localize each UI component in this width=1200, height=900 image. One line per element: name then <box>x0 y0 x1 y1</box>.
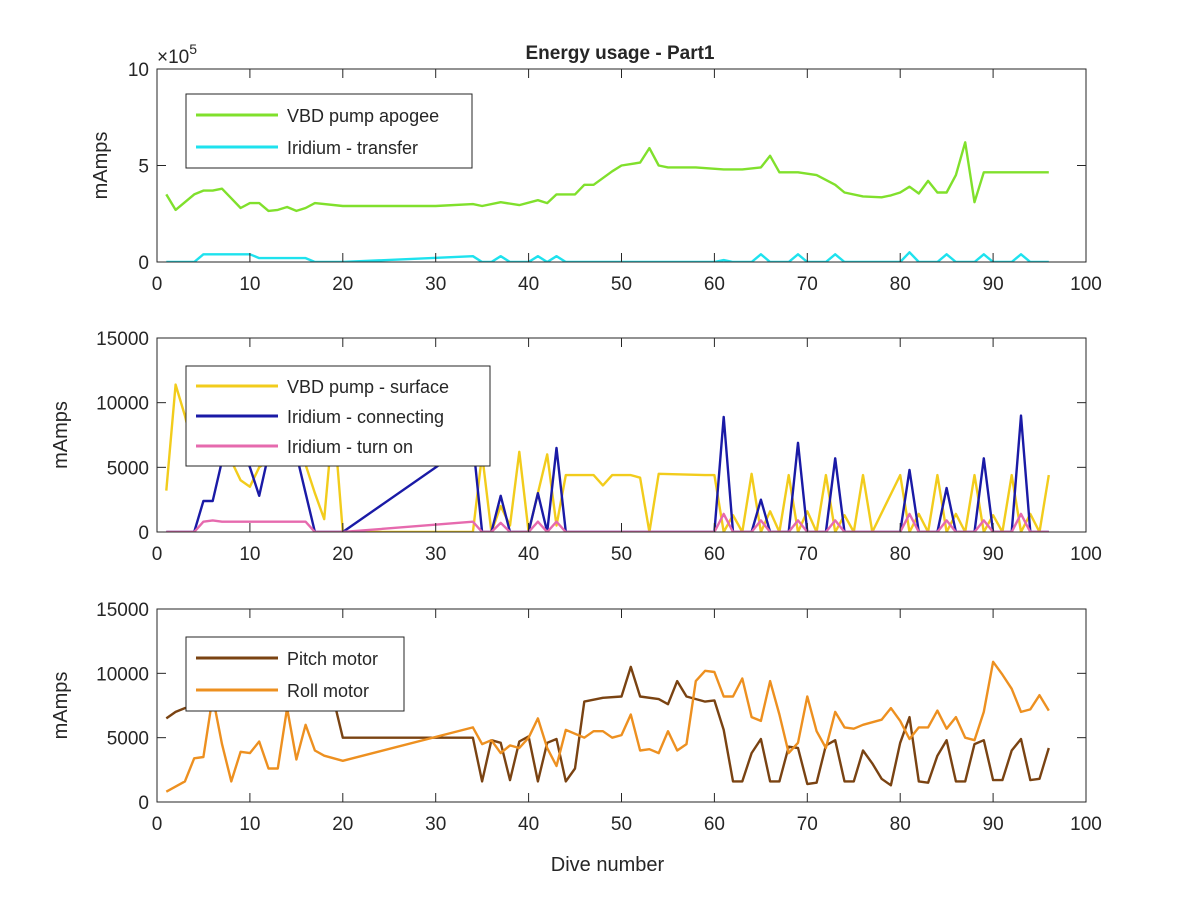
y-tick-label: 5 <box>138 157 149 178</box>
x-tick-label: 70 <box>797 274 818 295</box>
x-tick-label: 10 <box>239 544 260 565</box>
x-tick-label: 90 <box>983 274 1004 295</box>
x-tick-label: 30 <box>425 544 446 565</box>
series-line-iridium-connecting <box>166 414 1049 532</box>
legend-entry: Iridium - transfer <box>287 138 418 158</box>
x-tick-label: 30 <box>425 814 446 835</box>
x-tick-label: 70 <box>797 814 818 835</box>
x-tick-label: 100 <box>1070 544 1102 565</box>
y-tick-label: 15000 <box>96 600 149 621</box>
x-tick-label: 60 <box>704 544 725 565</box>
x-tick-label: 40 <box>518 274 539 295</box>
legend: VBD pump apogee Iridium - transfer <box>185 93 473 169</box>
legend: VBD pump - surface Iridium - connecting Ir… <box>185 365 491 467</box>
legend: Pitch motor Roll motor <box>185 636 405 712</box>
legend-entry: Iridium - turn on <box>287 437 413 457</box>
y-tick-label: 10000 <box>96 394 149 415</box>
x-tick-label: 100 <box>1070 814 1102 835</box>
x-axis-label: Dive number <box>551 854 665 876</box>
x-tick-label: 40 <box>518 544 539 565</box>
legend-entry: VBD pump - surface <box>287 377 449 397</box>
subplot-2: 0 10 20 30 40 50 60 70 80 90 100 0 5000 10000 15000 mAm… <box>50 329 1102 565</box>
x-tick-label: 20 <box>332 274 353 295</box>
x-tick-label: 50 <box>611 814 632 835</box>
x-tick-label: 20 <box>332 544 353 565</box>
x-tick-label: 50 <box>611 544 632 565</box>
legend-entry: VBD pump apogee <box>287 106 439 126</box>
y-tick-label: 15000 <box>96 329 149 350</box>
legend-entry: Iridium - connecting <box>287 407 444 427</box>
x-tick-label: 80 <box>890 814 911 835</box>
y-tick-label: 5000 <box>107 458 149 479</box>
legend-box <box>185 636 405 712</box>
x-tick-label: 10 <box>239 814 260 835</box>
y-tick-label: 0 <box>138 253 149 274</box>
y-tick-label: 10000 <box>96 664 149 685</box>
x-tick-label: 80 <box>890 274 911 295</box>
x-tick-label: 50 <box>611 274 632 295</box>
subplot-3: 0 10 20 30 40 50 60 70 80 90 100 0 5000 10000 15000 mAm… <box>50 600 1102 876</box>
y-tick-label: 10 <box>128 60 149 81</box>
x-tick-label: 70 <box>797 544 818 565</box>
x-tick-label: 90 <box>983 544 1004 565</box>
x-tick-label: 90 <box>983 814 1004 835</box>
y-tick-label: 5000 <box>107 729 149 750</box>
figure-title: Energy usage - Part1 <box>525 43 714 64</box>
y-exponent-power: 5 <box>189 41 197 57</box>
legend-entry: Pitch motor <box>287 649 378 669</box>
x-tick-label: 20 <box>332 814 353 835</box>
y-exponent-label: ×105 <box>157 41 197 68</box>
x-tick-label: 0 <box>152 814 163 835</box>
x-tick-label: 10 <box>239 274 260 295</box>
y-axis-label: mAmps <box>90 132 112 200</box>
series-line-roll-motor <box>165 660 1050 793</box>
x-tick-label: 60 <box>704 274 725 295</box>
x-tick-label: 0 <box>152 274 163 295</box>
x-tick-label: 40 <box>518 814 539 835</box>
y-tick-label: 0 <box>138 793 149 814</box>
y-axis-label: mAmps <box>50 672 72 740</box>
x-tick-label: 30 <box>425 274 446 295</box>
y-exponent-base: ×10 <box>157 47 189 68</box>
y-axis-label: mAmps <box>50 401 72 469</box>
series-line-iridium-turn-on <box>166 512 1049 532</box>
x-tick-label: 80 <box>890 544 911 565</box>
y-tick-label: 0 <box>138 523 149 544</box>
legend-box <box>185 93 473 169</box>
legend-entry: Roll motor <box>287 681 369 701</box>
x-tick-label: 0 <box>152 544 163 565</box>
x-tick-label: 100 <box>1070 274 1102 295</box>
series-line-vbd-pump-apogee <box>165 141 1049 213</box>
x-tick-label: 60 <box>704 814 725 835</box>
